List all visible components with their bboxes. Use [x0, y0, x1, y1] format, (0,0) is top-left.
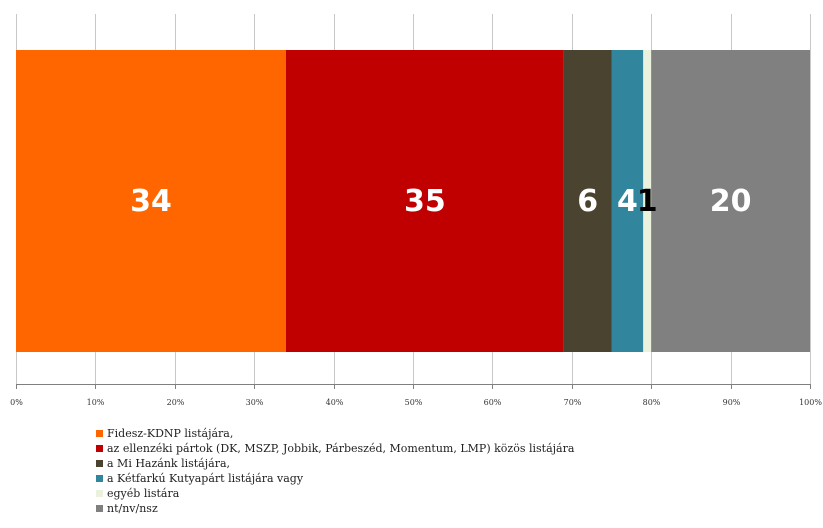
legend-item: nt/nv/nsz: [96, 501, 574, 516]
legend-item: Fidesz-KDNP listájára,: [96, 426, 574, 441]
bar-segment: [563, 50, 612, 352]
legend-swatch: [96, 505, 103, 512]
legend-label: a Mi Hazánk listájára,: [107, 457, 231, 470]
legend-swatch: [96, 475, 103, 482]
legend-label: egyéb listára: [107, 487, 180, 500]
x-tick-label: 0%: [10, 398, 23, 407]
x-axis: 0% 10% 20% 30% 40% 50% 60% 70% 80% 90% 100%: [10, 384, 822, 407]
x-tick-label: 20%: [167, 398, 185, 407]
segment-value-label: 20: [710, 184, 752, 219]
x-tick-label: 10%: [87, 398, 105, 407]
legend-swatch: [96, 460, 103, 467]
x-tick-label: 70%: [564, 398, 582, 407]
segment-value-label: 34: [130, 184, 172, 219]
bar-segment: [285, 50, 564, 352]
legend-swatch: [96, 445, 103, 452]
x-tick-label: 80%: [643, 398, 661, 407]
x-tick-label: 50%: [405, 398, 423, 407]
segment-labels: 34 35 6 41 20: [130, 184, 751, 219]
bar-segment: [651, 50, 810, 352]
x-tick-label: 90%: [723, 398, 741, 407]
legend-item: az ellenzéki pártok (DK, MSZP, Jobbik, P…: [96, 441, 574, 456]
x-tick-label: 100%: [799, 398, 822, 407]
segment-value-label: 6: [577, 184, 598, 219]
legend-item: egyéb listára: [96, 486, 574, 501]
bar-segment: [611, 50, 644, 352]
legend-item: a Kétfarkú Kutyapárt listájára vagy: [96, 471, 574, 486]
legend-label: nt/nv/nsz: [107, 502, 158, 515]
legend-label: a Kétfarkú Kutyapárt listájára vagy: [107, 472, 304, 485]
legend-swatch: [96, 430, 103, 437]
bar-segment: [643, 50, 652, 352]
segment-value-label: 35: [404, 184, 446, 219]
legend-swatch: [96, 490, 103, 497]
bar-segment: [16, 50, 286, 352]
legend: Fidesz-KDNP listájára, az ellenzéki párto…: [96, 426, 574, 516]
x-tick-label: 30%: [246, 398, 264, 407]
segment-value-label: 4: [617, 184, 638, 219]
bar-segments: [16, 50, 810, 352]
legend-item: a Mi Hazánk listájára,: [96, 456, 574, 471]
segment-value-label: 1: [637, 184, 658, 219]
x-tick-label: 60%: [484, 398, 502, 407]
legend-label: az ellenzéki pártok (DK, MSZP, Jobbik, P…: [107, 442, 575, 455]
x-tick-label: 40%: [326, 398, 344, 407]
legend-label: Fidesz-KDNP listájára,: [107, 427, 234, 440]
